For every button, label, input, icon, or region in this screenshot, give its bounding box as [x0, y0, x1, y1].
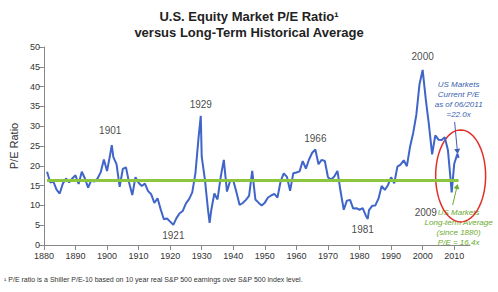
svg-text:45: 45 — [30, 62, 40, 72]
svg-text:5: 5 — [35, 220, 40, 230]
svg-text:1929: 1929 — [190, 99, 213, 110]
svg-text:US Markets: US Markets — [438, 80, 480, 89]
svg-text:P/E = 16.4x: P/E = 16.4x — [437, 237, 480, 247]
svg-text:1901: 1901 — [99, 125, 122, 136]
svg-text:1990: 1990 — [381, 251, 401, 261]
svg-text:2010: 2010 — [444, 251, 464, 261]
svg-text:1980: 1980 — [350, 251, 370, 261]
svg-text:versus Long-Term Historical Av: versus Long-Term Historical Average — [134, 25, 363, 40]
svg-text:1930: 1930 — [192, 251, 212, 261]
svg-text:25: 25 — [30, 141, 40, 151]
svg-text:0: 0 — [35, 240, 40, 250]
svg-text:15: 15 — [30, 181, 40, 191]
svg-text:1940: 1940 — [223, 251, 243, 261]
svg-text:1966: 1966 — [304, 133, 327, 144]
svg-text:Current P/E: Current P/E — [438, 90, 480, 99]
svg-text:35: 35 — [30, 101, 40, 111]
svg-text:P/E Ratio: P/E Ratio — [8, 123, 20, 169]
svg-text:1921: 1921 — [162, 230, 185, 241]
svg-text:20: 20 — [30, 161, 40, 171]
svg-text:(since 1880): (since 1880) — [437, 228, 481, 237]
svg-text:50: 50 — [30, 42, 40, 52]
svg-text:=22.0x: =22.0x — [447, 110, 472, 119]
svg-text:1950: 1950 — [255, 251, 275, 261]
svg-text:2000: 2000 — [413, 251, 433, 261]
svg-text:10: 10 — [30, 200, 40, 210]
svg-text:1981: 1981 — [352, 224, 375, 235]
svg-text:30: 30 — [30, 121, 40, 131]
svg-text:1970: 1970 — [318, 251, 338, 261]
svg-text:1890: 1890 — [65, 251, 85, 261]
svg-text:U.S. Equity Market P/E Ratio¹: U.S. Equity Market P/E Ratio¹ — [159, 9, 338, 24]
svg-text:US Markets: US Markets — [437, 207, 480, 217]
svg-text:40: 40 — [30, 82, 40, 92]
svg-text:¹ P/E ratio is a Shiller P/E-1: ¹ P/E ratio is a Shiller P/E-10 based on… — [4, 276, 303, 284]
svg-text:1880: 1880 — [34, 251, 54, 261]
svg-text:1960: 1960 — [286, 251, 306, 261]
svg-text:2000: 2000 — [412, 51, 435, 62]
svg-text:1900: 1900 — [97, 251, 117, 261]
svg-text:as of 06/2011: as of 06/2011 — [435, 100, 483, 109]
svg-text:1920: 1920 — [160, 251, 180, 261]
svg-text:2009: 2009 — [415, 207, 438, 218]
svg-text:Long-term Average: Long-term Average — [424, 217, 493, 227]
svg-text:1910: 1910 — [129, 251, 149, 261]
